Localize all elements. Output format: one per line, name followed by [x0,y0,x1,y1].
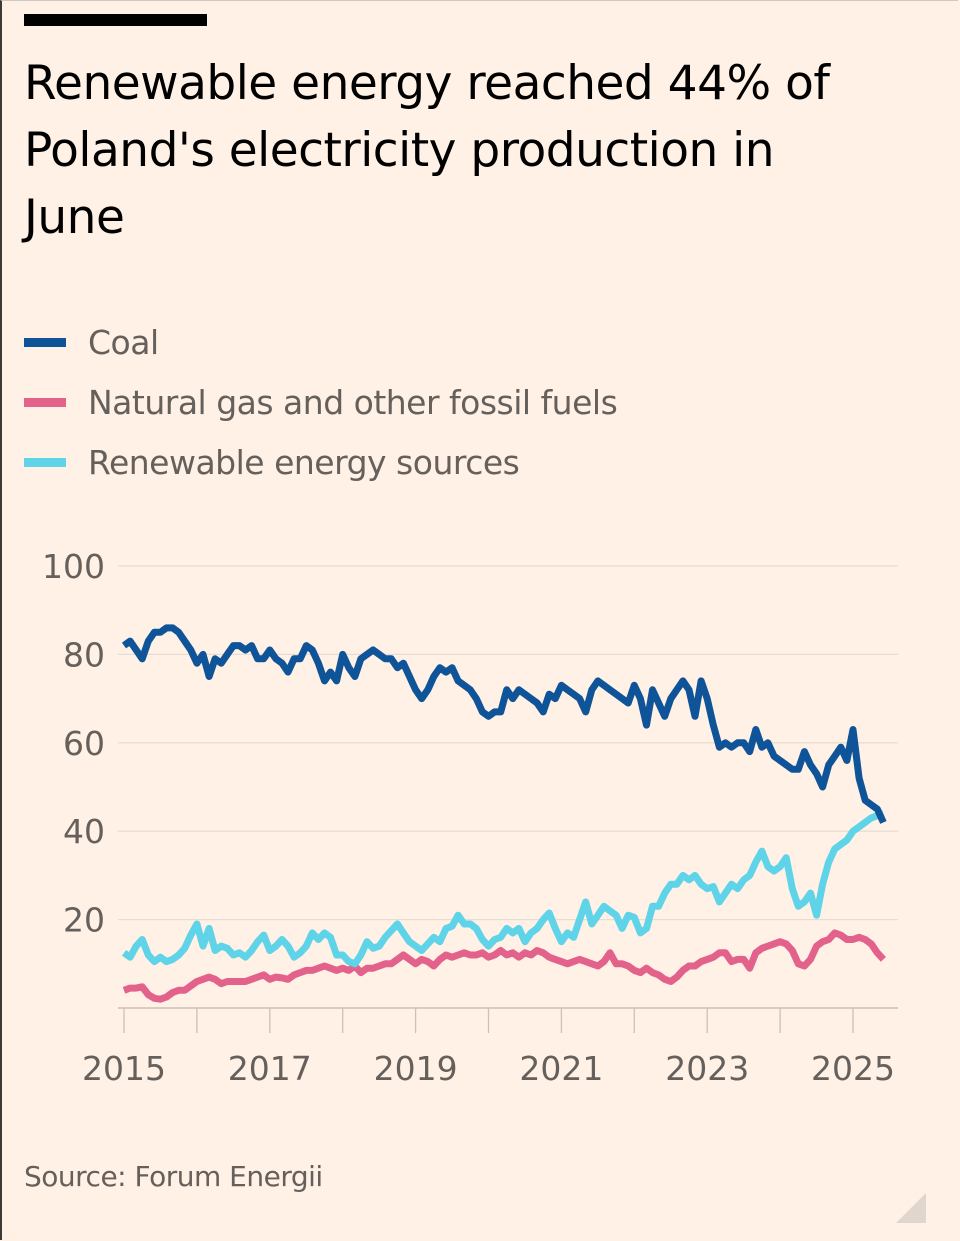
x-tick-label: 2019 [374,1049,458,1088]
x-tick-label: 2017 [228,1049,312,1088]
legend-item-gas: Natural gas and other fossil fuels [24,372,618,432]
x-tick-label: 2015 [82,1049,166,1088]
legend-label-renewables: Renewable energy sources [88,442,520,482]
y-tick-label: 40 [63,812,105,851]
legend-item-renewables: Renewable energy sources [24,432,617,492]
series-line-renewable [121,810,885,968]
series-line-coal [121,624,887,824]
source-note: Source: Forum Energii [24,1160,323,1193]
series-line-natural [122,929,886,1003]
legend-swatch-coal [24,337,66,347]
y-tick-label: 80 [63,635,105,674]
header-accent-bar [24,14,207,26]
x-axis [118,1007,898,1033]
legend-swatch-renewables [24,457,66,467]
legend-label-gas: Natural gas and other fossil fuels [88,382,618,422]
legend-label-coal: Coal [88,322,159,362]
x-tick-label: 2023 [665,1049,749,1088]
series-lines [121,624,887,1003]
x-axis-labels: 2015 2017 2019 2021 2023 2025 [82,1049,895,1088]
legend: Coal Natural gas and other fossil fuels … [24,312,618,492]
chart-title: Renewable energy reached 44% of Poland's… [24,56,830,245]
x-tick-label: 2025 [811,1049,895,1088]
y-tick-label: 20 [63,901,105,940]
y-tick-label: 60 [63,724,105,763]
y-axis-labels: 20 40 60 80 100 [42,547,105,940]
resize-corner-icon [896,1193,926,1223]
legend-swatch-gas [24,397,66,407]
legend-item-coal: Coal [24,312,617,372]
x-tick-label: 2021 [519,1049,603,1088]
y-tick-label: 100 [42,547,105,586]
